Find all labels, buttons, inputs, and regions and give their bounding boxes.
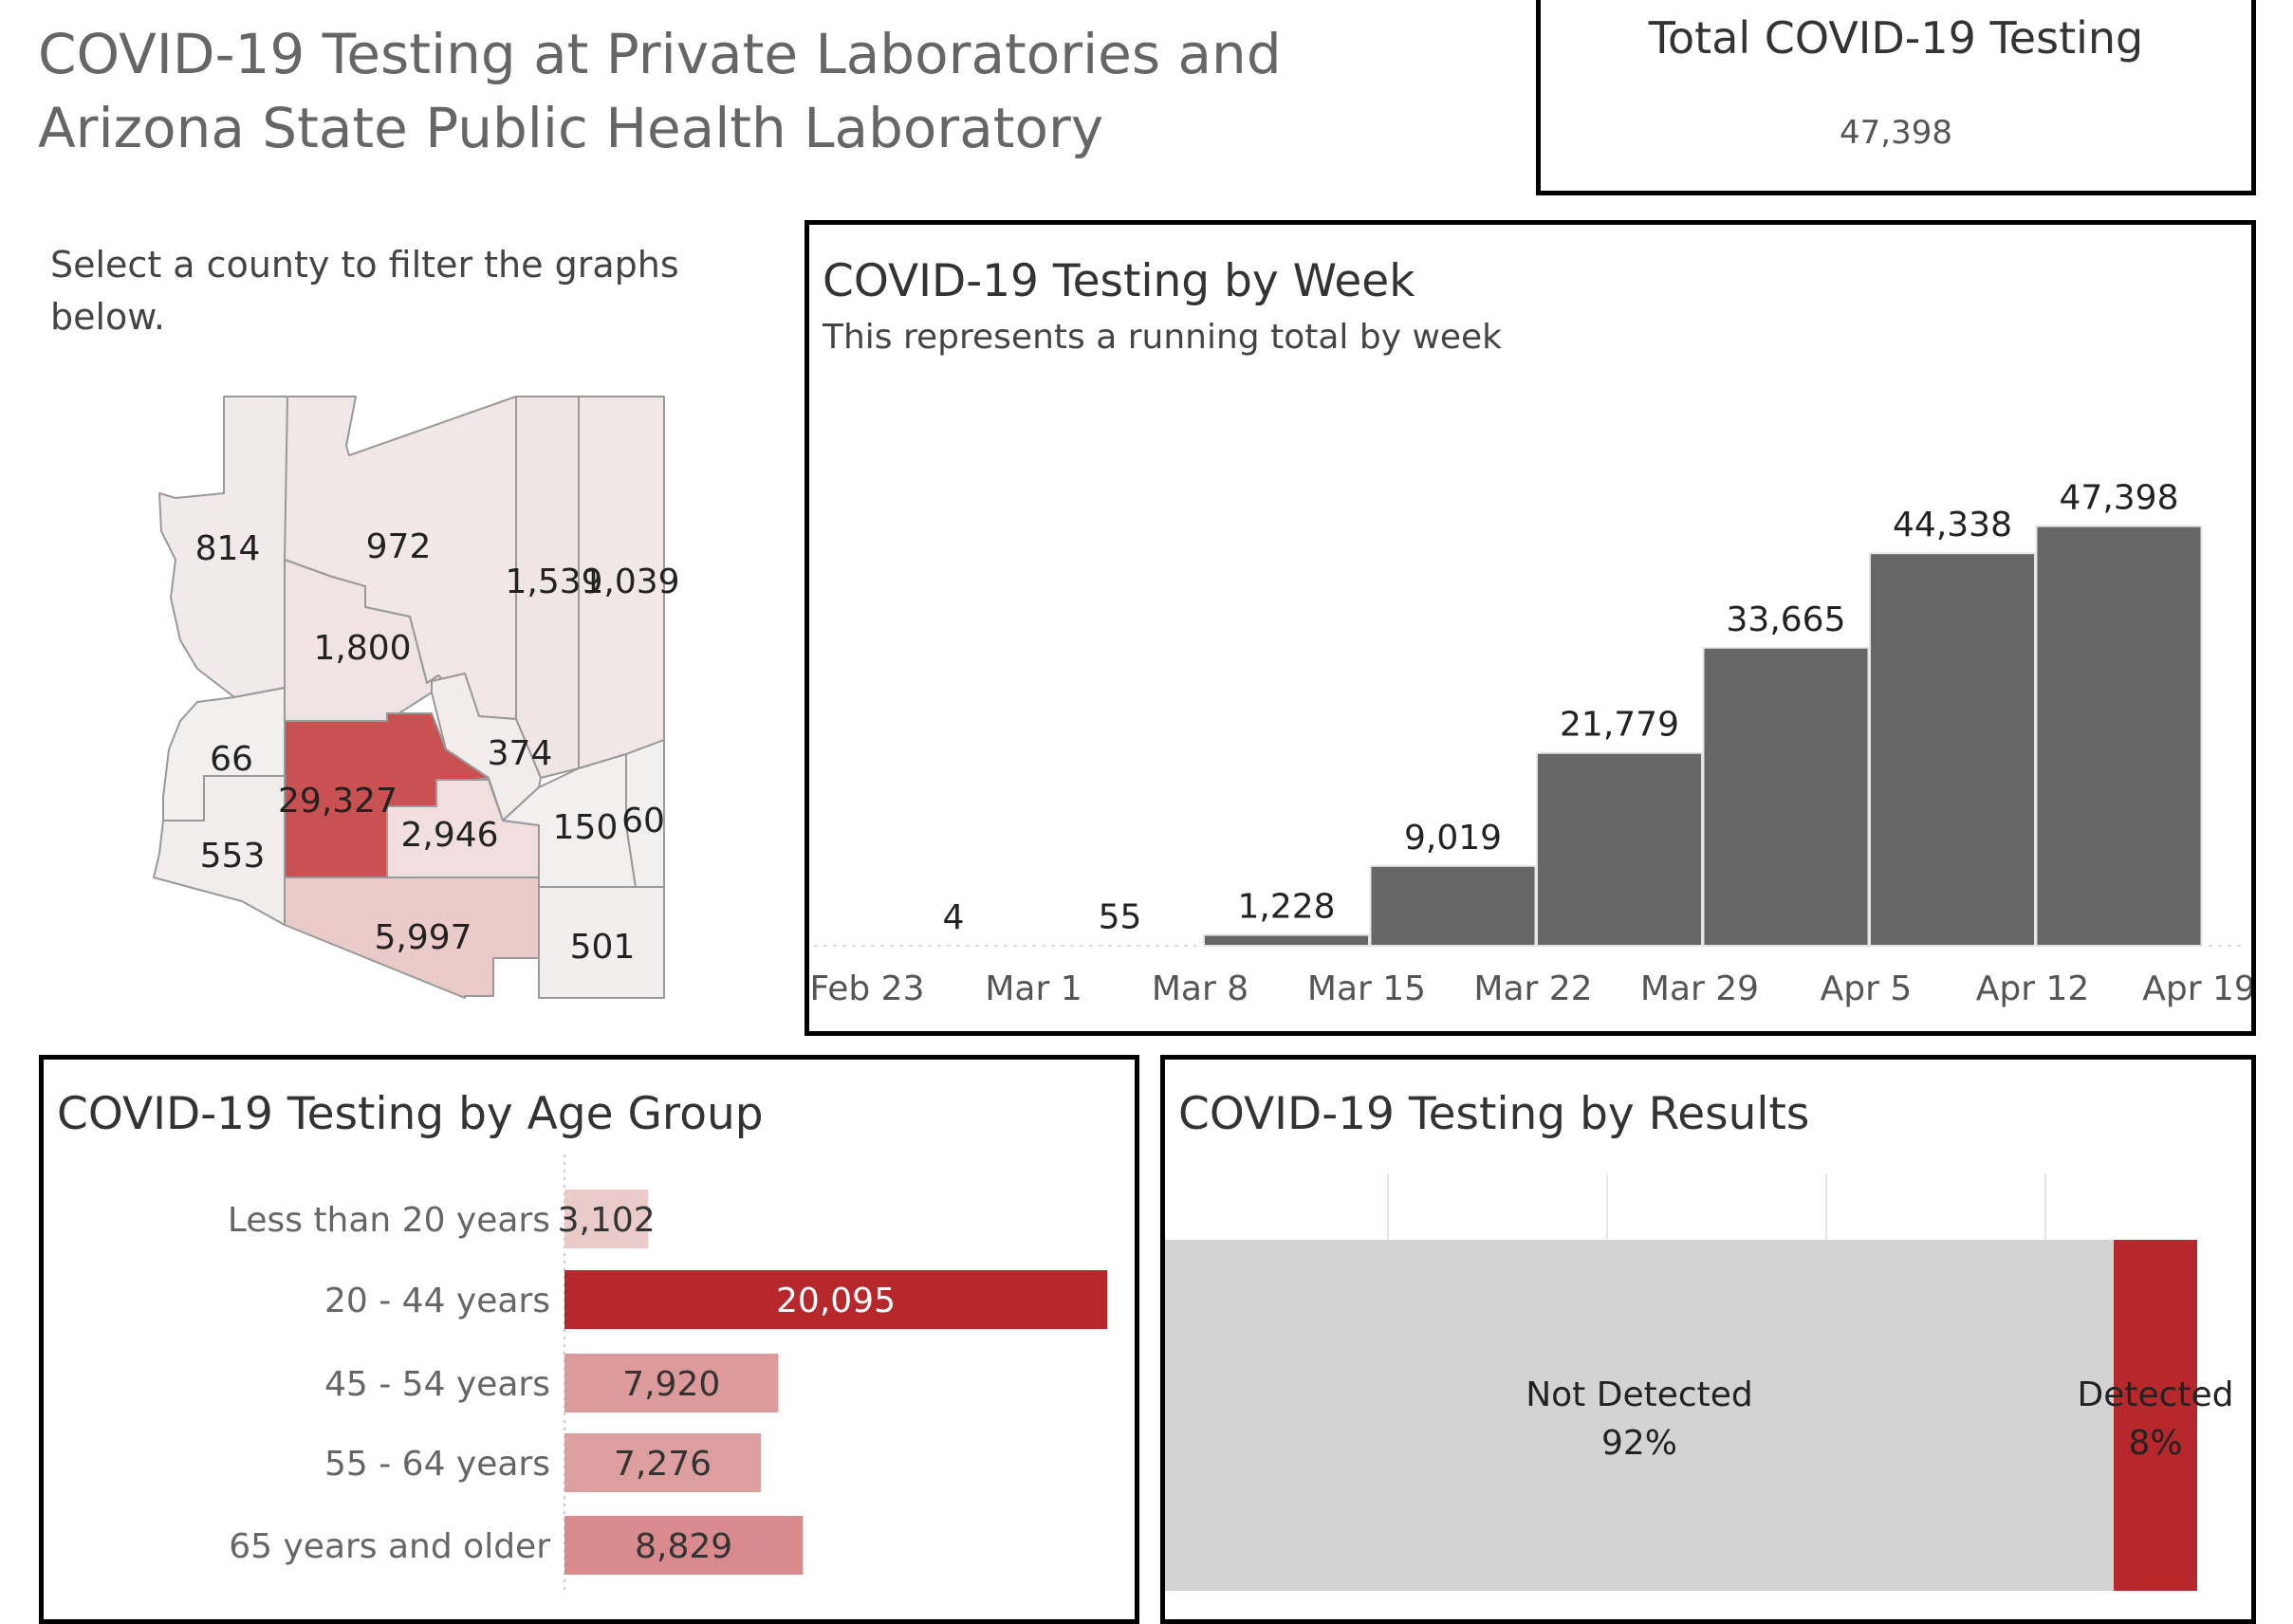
county-value-label: 150 xyxy=(553,808,619,847)
weekly-bar-value-label: 55 xyxy=(1099,897,1142,936)
results-segment-percent: 92% xyxy=(1601,1424,1677,1463)
age-bar-value-label: 20,095 xyxy=(776,1282,896,1320)
total-testing-title: Total COVID-19 Testing xyxy=(1648,12,2144,64)
county-value-label: 814 xyxy=(195,529,261,568)
weekly-testing-panel: COVID-19 Testing by Week This represents… xyxy=(804,220,2256,1036)
age-bar[interactable] xyxy=(564,1354,779,1412)
age-group-panel: COVID-19 Testing by Age Group Less than … xyxy=(39,1055,1139,1624)
weekly-chart-title: COVID-19 Testing by Week xyxy=(823,255,1415,307)
age-category-label: 20 - 44 years xyxy=(324,1282,550,1320)
map-instruction: Select a county to filter the graphs bel… xyxy=(50,244,679,338)
weekly-bar-value-label: 44,338 xyxy=(1893,506,2012,544)
county-value-label: 972 xyxy=(366,527,432,566)
total-testing-card: Total COVID-19 Testing 47,398 xyxy=(1536,0,2256,195)
weekly-x-tick-label: Mar 15 xyxy=(1307,969,1426,1008)
weekly-x-tick-label: Feb 23 xyxy=(810,969,925,1008)
weekly-x-tick-label: Apr 12 xyxy=(1976,969,2090,1008)
age-bar-value-label: 3,102 xyxy=(558,1201,656,1240)
results-segment-name: Not Detected xyxy=(1526,1375,1753,1414)
county-value-label: 374 xyxy=(488,734,553,773)
county-value-label: 1,039 xyxy=(582,563,679,601)
age-bar[interactable] xyxy=(564,1516,804,1575)
age-bar[interactable] xyxy=(564,1433,762,1492)
weekly-x-tick-label: Mar 22 xyxy=(1473,969,1592,1008)
weekly-x-tick-label: Apr 19 xyxy=(2142,969,2251,1008)
weekly-x-tick-label: Mar 29 xyxy=(1640,969,1759,1008)
arizona-county-map: 814 972 1,539 1,039 1,800 66 374 29,327 … xyxy=(153,396,680,999)
weekly-bar-value-label: 47,398 xyxy=(2060,479,2179,518)
weekly-chart-subtitle: This represents a running total by week xyxy=(823,318,1503,357)
results-segment-percent: 8% xyxy=(2128,1424,2182,1463)
weekly-bar-value-label: 9,019 xyxy=(1404,819,1502,858)
age-category-label: Less than 20 years xyxy=(228,1201,550,1240)
weekly-bar[interactable] xyxy=(1369,864,1537,948)
weekly-bar[interactable] xyxy=(2035,525,2203,947)
county-value-label: 29,327 xyxy=(278,782,398,821)
county-value-label: 553 xyxy=(200,837,266,876)
dashboard-title: COVID-19 Testing at Private Laboratories… xyxy=(38,22,1282,160)
county-value-label: 60 xyxy=(621,802,665,840)
results-chart-title: COVID-19 Testing by Results xyxy=(1178,1088,1810,1140)
weekly-bar[interactable] xyxy=(1203,933,1370,947)
weekly-bar-value-label: 1,228 xyxy=(1237,888,1335,927)
age-category-label: 45 - 54 years xyxy=(324,1365,550,1404)
weekly-bar-value-label: 33,665 xyxy=(1727,600,1846,639)
age-bar[interactable] xyxy=(564,1270,1107,1329)
weekly-x-tick-label: Mar 8 xyxy=(1152,969,1248,1008)
weekly-bar[interactable] xyxy=(1869,552,2036,947)
age-bar[interactable] xyxy=(564,1190,649,1248)
county-region[interactable] xyxy=(538,886,665,999)
results-panel: COVID-19 Testing by Results Not Detected… xyxy=(1160,1055,2256,1624)
age-group-bar-chart: Less than 20 years 3,102 20 - 44 years 20,0… xyxy=(228,1154,1107,1591)
age-category-label: 55 - 64 years xyxy=(324,1445,550,1484)
county-value-label: 2,946 xyxy=(400,816,498,855)
results-stacked-bar-chart: Not Detected 92% Detected 8% xyxy=(1165,1173,2234,1591)
weekly-bar[interactable] xyxy=(1536,751,1703,947)
county-value-label: 1,539 xyxy=(505,563,602,601)
weekly-bar[interactable] xyxy=(1702,646,1870,947)
age-bar-value-label: 7,920 xyxy=(622,1365,720,1404)
county-value-label: 66 xyxy=(210,740,253,779)
weekly-x-tick-label: Mar 1 xyxy=(985,969,1082,1008)
results-segment[interactable] xyxy=(1165,1240,2114,1591)
weekly-x-tick-label: Apr 5 xyxy=(1821,969,1913,1008)
weekly-bar-value-label: 21,779 xyxy=(1560,706,1679,745)
weekly-bar-value-label: 4 xyxy=(943,898,965,937)
county-value-label: 5,997 xyxy=(374,918,472,957)
results-segment[interactable] xyxy=(2114,1240,2197,1591)
county-value-label: 1,800 xyxy=(313,629,411,668)
age-category-label: 65 years and older xyxy=(229,1527,550,1566)
age-chart-title: COVID-19 Testing by Age Group xyxy=(57,1088,764,1140)
age-bar-value-label: 8,829 xyxy=(635,1527,732,1566)
total-testing-value: 47,398 xyxy=(1840,114,1952,152)
county-value-label: 501 xyxy=(570,928,636,967)
weekly-bar-chart: 4 55 1,228 9,019 21,779 33,665 44,338 47,398 Feb… xyxy=(810,479,2252,1008)
results-segment-name: Detected xyxy=(2077,1375,2233,1414)
age-bar-value-label: 7,276 xyxy=(614,1445,712,1484)
county-region[interactable] xyxy=(515,396,580,779)
